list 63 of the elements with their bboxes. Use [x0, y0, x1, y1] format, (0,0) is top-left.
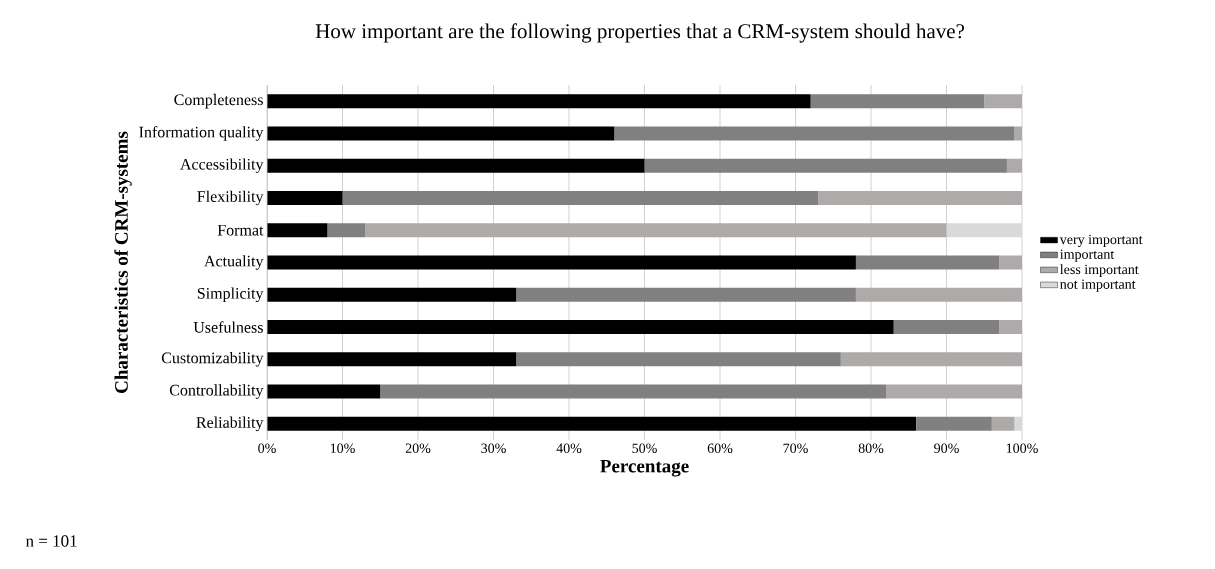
- bar: [991, 416, 1015, 431]
- bar: [267, 158, 645, 173]
- y-tick-label: Flexibility: [197, 190, 264, 206]
- bar: [516, 287, 856, 302]
- bar: [267, 384, 381, 399]
- x-tick-label: 100%: [1006, 443, 1038, 454]
- y-tick-label: Completeness: [174, 93, 263, 109]
- y-tick-label: Actuality: [204, 255, 264, 270]
- y-tick-label: Customizability: [161, 352, 264, 367]
- x-tick-label: 80%: [858, 443, 884, 454]
- y-tick-label: Reliability: [196, 416, 264, 432]
- legend-label: not important: [1060, 279, 1136, 292]
- bar: [267, 416, 917, 431]
- chart-title: How important are the following properties that a CRM-system should have?: [315, 23, 965, 43]
- bar: [916, 416, 992, 431]
- bar: [267, 352, 517, 367]
- bar: [644, 158, 1007, 173]
- x-tick-label: 40%: [556, 443, 582, 454]
- bar: [267, 320, 894, 335]
- bar: [267, 287, 517, 302]
- y-tick-label: Usefulness: [193, 321, 263, 333]
- bar: [267, 126, 615, 141]
- bar: [855, 287, 1022, 302]
- x-axis-title: Percentage: [600, 459, 689, 477]
- bar: [886, 384, 1022, 399]
- bar: [840, 352, 1022, 367]
- x-tick-label: 90%: [934, 443, 959, 454]
- y-axis-title: Characteristics of CRM-systems: [114, 131, 132, 393]
- y-tick-label: Format: [217, 224, 264, 236]
- y-tick-label: Controllability: [169, 384, 264, 399]
- bar: [267, 94, 811, 109]
- bar: [1006, 158, 1022, 173]
- bar: [999, 255, 1022, 270]
- text: n = 101: [25, 535, 77, 547]
- x-tick-label: 10%: [330, 443, 355, 454]
- bar: [267, 190, 343, 205]
- legend-label: important: [1060, 249, 1115, 262]
- bar: [893, 320, 1000, 335]
- legend-label: less important: [1060, 264, 1139, 277]
- y-tick-label: Simplicity: [197, 287, 264, 303]
- x-tick-label: 50%: [632, 443, 657, 454]
- bar: [614, 126, 1015, 141]
- y-tick-label: Accessibility: [180, 158, 264, 173]
- bar: [984, 94, 1022, 109]
- bar: [818, 190, 1022, 205]
- x-tick-label: 0%: [258, 443, 276, 454]
- bar: [327, 223, 366, 238]
- bar: [342, 190, 819, 205]
- bar: [267, 223, 328, 238]
- legend-label: very important: [1059, 234, 1143, 248]
- bar: [516, 352, 841, 367]
- bar: [855, 255, 1000, 270]
- bar: [267, 255, 856, 270]
- x-tick-label: 20%: [405, 443, 431, 454]
- x-tick-label: 30%: [481, 443, 506, 454]
- bar: [380, 384, 887, 399]
- x-tick-label: 70%: [783, 443, 808, 454]
- bar: [1014, 126, 1022, 141]
- y-tick-label: Information quality: [139, 126, 264, 141]
- bar: [999, 320, 1022, 335]
- bar: [365, 223, 947, 238]
- bar: [810, 94, 985, 109]
- x-tick-label: 60%: [707, 443, 733, 454]
